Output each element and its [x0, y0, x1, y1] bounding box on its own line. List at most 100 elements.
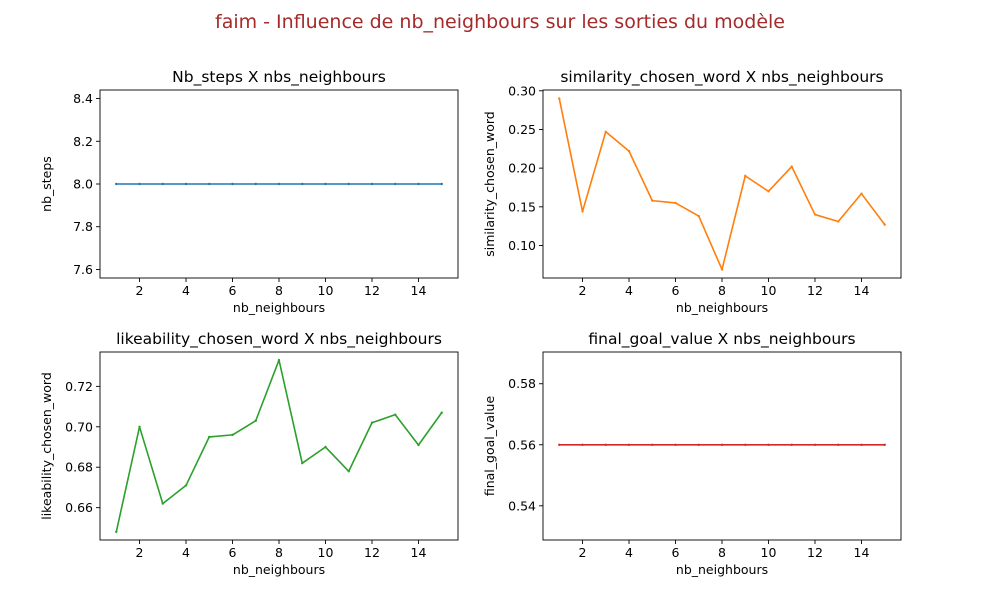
data-point [324, 182, 327, 186]
data-point [604, 130, 607, 133]
x-tick-label: 12 [364, 283, 380, 298]
x-tick-label: 8 [718, 283, 726, 298]
data-point [720, 443, 724, 446]
x-tick-label: 12 [807, 545, 823, 560]
data-point [254, 419, 257, 422]
subplot-4: 2 4 6 8 10 12 14 0.54 0.56 0.58 final_goal_value X… [482, 330, 902, 577]
data-point [883, 443, 886, 446]
data-point [860, 443, 863, 446]
y-tick-label: 0.68 [65, 460, 93, 475]
y-tick-label: 0.72 [65, 379, 93, 394]
y-tick-label: 0.15 [508, 199, 536, 214]
data-point [813, 213, 817, 216]
data-point [697, 443, 700, 446]
data-point [370, 421, 374, 424]
data-point [324, 445, 327, 449]
x-tick-label: 10 [318, 545, 334, 560]
x-tick-label: 8 [718, 545, 726, 560]
data-point [277, 182, 281, 186]
x-tick-label: 4 [182, 545, 190, 560]
figure-suptitle: faim - Influence de nb_neighbours sur le… [215, 11, 785, 33]
x-tick-label: 4 [625, 283, 633, 298]
data-point [790, 443, 793, 446]
y-tick-label: 0.25 [508, 122, 536, 137]
subplot-1: 2 4 6 8 10 12 14 7.6 7.8 8.0 8.2 8.4 Nb_steps X nbs_… [39, 68, 459, 315]
y-axis-label: similarity_chosen_word [482, 111, 497, 256]
x-axis-label: nb_neighbours [676, 562, 768, 577]
subplots-container: 2 4 6 8 10 12 14 7.6 7.8 8.0 8.2 8.4 Nb_steps X nbs_… [39, 68, 902, 577]
data-point [417, 443, 420, 447]
x-tick-label: 8 [275, 545, 283, 560]
x-tick-label: 12 [364, 545, 380, 560]
data-point [184, 182, 188, 186]
data-point [581, 210, 584, 213]
data-point [790, 165, 793, 168]
x-tick-label: 6 [229, 283, 237, 298]
data-point [254, 182, 257, 186]
x-axis-label: nb_neighbours [233, 562, 325, 577]
data-point [581, 443, 584, 446]
y-tick-label: 0.30 [508, 83, 536, 98]
data-point [697, 214, 700, 218]
data-point [370, 182, 374, 186]
data-point [558, 97, 561, 100]
data-point [347, 182, 350, 186]
y-tick-label: 0.20 [508, 161, 536, 176]
subplot-title: Nb_steps X nbs_neighbours [172, 68, 386, 87]
data-point [558, 443, 561, 446]
y-tick-label: 0.10 [508, 238, 536, 253]
data-point [208, 435, 211, 439]
x-tick-label: 6 [672, 545, 680, 560]
data-point [837, 443, 840, 446]
subplot-3: 2 4 6 8 10 12 14 0.66 0.68 0.70 0.72 likeability_ch… [39, 330, 459, 577]
data-point [394, 182, 397, 186]
x-tick-label: 2 [136, 283, 144, 298]
data-point [860, 192, 863, 195]
data-point [674, 201, 677, 205]
data-point [138, 182, 141, 186]
data-point [744, 174, 747, 178]
x-tick-label: 14 [411, 283, 427, 298]
data-point [651, 443, 654, 446]
x-tick-label: 4 [625, 545, 633, 560]
x-tick-label: 12 [807, 283, 823, 298]
data-point [627, 149, 631, 153]
y-axis-label: likeability_chosen_word [39, 372, 54, 520]
data-point [161, 182, 164, 186]
data-point [138, 425, 141, 428]
y-axis-label: final_goal_value [482, 396, 497, 497]
x-tick-label: 6 [229, 545, 237, 560]
data-point [604, 443, 607, 446]
data-point [231, 182, 234, 186]
data-point [347, 470, 350, 473]
x-tick-label: 8 [275, 283, 283, 298]
x-tick-label: 10 [318, 283, 334, 298]
x-tick-label: 14 [854, 545, 870, 560]
data-point [767, 190, 770, 193]
x-axis-label: nb_neighbours [676, 300, 768, 315]
data-point [115, 182, 118, 186]
data-point [440, 411, 443, 414]
data-point [674, 443, 677, 446]
y-tick-label: 8.4 [73, 91, 93, 106]
x-tick-label: 10 [761, 283, 777, 298]
x-tick-label: 2 [579, 283, 587, 298]
subplot-title: likeability_chosen_word X nbs_neighbours [116, 330, 442, 349]
data-point [208, 182, 211, 186]
y-tick-label: 0.58 [508, 376, 536, 391]
x-tick-label: 2 [579, 545, 587, 560]
y-tick-label: 8.0 [73, 177, 93, 192]
y-tick-label: 7.6 [73, 262, 93, 277]
data-point [440, 182, 443, 186]
data-point [184, 484, 188, 487]
y-tick-label: 0.54 [508, 498, 536, 513]
x-tick-label: 4 [182, 283, 190, 298]
y-tick-label: 7.8 [73, 219, 93, 234]
data-point [837, 220, 840, 223]
data-point [627, 443, 631, 446]
y-tick-label: 0.70 [65, 419, 93, 434]
x-tick-label: 14 [411, 545, 427, 560]
y-axis-label: nb_steps [39, 156, 54, 212]
data-point [394, 413, 397, 416]
